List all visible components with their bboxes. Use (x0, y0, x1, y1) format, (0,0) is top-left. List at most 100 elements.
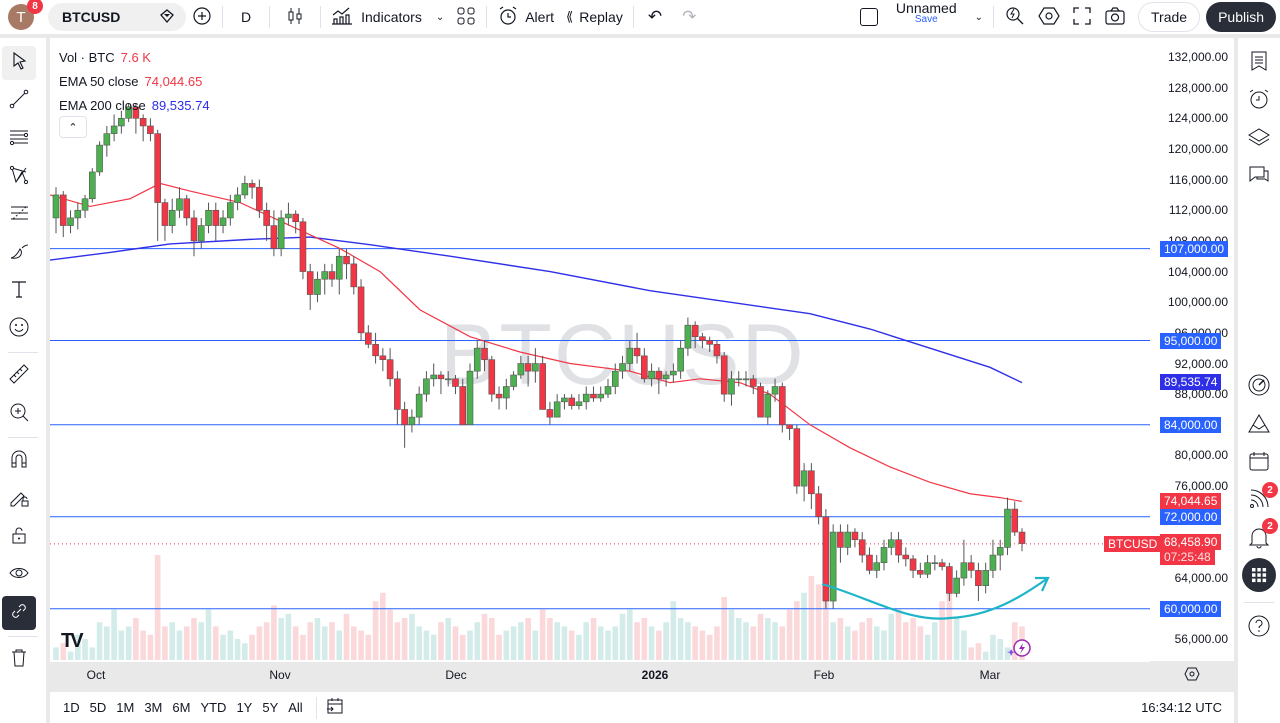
chats-button[interactable] (1238, 158, 1280, 196)
candle-body[interactable] (575, 401, 583, 406)
range-1y[interactable]: 1Y (236, 700, 253, 715)
calendar-button[interactable] (1238, 444, 1280, 482)
zoom-in-tool[interactable] (2, 397, 36, 431)
candle-body[interactable] (365, 332, 372, 345)
candle-body[interactable] (996, 547, 1004, 556)
candle-body[interactable] (539, 363, 546, 410)
candle-body[interactable] (306, 271, 314, 295)
quick-search-button[interactable] (998, 2, 1032, 32)
candle-body[interactable] (510, 374, 517, 387)
candle-body[interactable] (909, 558, 917, 571)
snapshot-button[interactable] (1098, 2, 1132, 32)
candle-body[interactable] (938, 562, 946, 567)
chart-pane[interactable]: BTCUSD Vol · BTC 7.6 K EMA 50 close 74,044… (50, 38, 1234, 682)
candle-body[interactable] (256, 186, 263, 211)
notifications-button[interactable]: 2 (1238, 518, 1280, 558)
candle-body[interactable] (234, 194, 241, 203)
measure-tool[interactable] (2, 359, 36, 393)
candle-body[interactable] (902, 554, 910, 560)
candle-body[interactable] (125, 106, 132, 119)
candle-body[interactable] (887, 539, 895, 548)
undo-button[interactable]: ↶ (638, 2, 672, 32)
news-stream-button[interactable]: 2 (1238, 482, 1280, 520)
candle-body[interactable] (110, 125, 118, 134)
candle-body[interactable] (633, 347, 641, 357)
horizontal-lines-tool[interactable] (2, 122, 36, 156)
candle-body[interactable] (118, 118, 125, 127)
candle-body[interactable] (844, 531, 851, 548)
candle-body[interactable] (713, 344, 721, 357)
range-6m[interactable]: 6M (172, 700, 191, 715)
range-ytd[interactable]: YTD (200, 700, 227, 715)
candle-body[interactable] (357, 286, 365, 334)
candle-body[interactable] (459, 386, 467, 426)
candle-body[interactable] (96, 144, 103, 173)
candle-body[interactable] (619, 363, 626, 372)
save-link[interactable]: Save (914, 14, 938, 25)
candle-body[interactable] (953, 577, 960, 594)
candle-body[interactable] (546, 409, 554, 418)
alerts-panel-button[interactable] (1238, 82, 1280, 120)
candle-body[interactable] (749, 378, 757, 387)
go-to-date-button[interactable] (325, 696, 345, 719)
help-button[interactable] (1238, 609, 1280, 647)
collapse-legend-button[interactable]: ⌃ (59, 116, 87, 138)
candle-body[interactable] (270, 225, 278, 249)
trade-button[interactable]: Trade (1138, 2, 1201, 32)
lock-all-tool[interactable] (2, 520, 36, 554)
candle-body[interactable] (139, 118, 147, 127)
layout-name-button[interactable]: Unnamed Save (884, 1, 969, 32)
range-1m[interactable]: 1M (116, 700, 135, 715)
cursor-tool[interactable] (2, 46, 36, 80)
candle-body[interactable] (808, 470, 815, 495)
candle-body[interactable] (1011, 508, 1019, 533)
diamond-icon[interactable] (158, 7, 176, 28)
candle-body[interactable] (815, 493, 822, 518)
candle-body[interactable] (662, 374, 670, 380)
candle-body[interactable] (154, 133, 161, 203)
candle-body[interactable] (590, 393, 597, 399)
link-tool[interactable] (2, 596, 36, 630)
candle-body[interactable] (190, 217, 198, 242)
candle-body[interactable] (59, 194, 67, 226)
candle-body[interactable] (314, 278, 321, 295)
tradingview-logo[interactable]: TV (61, 630, 83, 652)
candle-body[interactable] (241, 183, 249, 196)
candle-body[interactable] (197, 225, 205, 242)
ema200-legend-row[interactable]: EMA 200 close 89,535.74 (59, 94, 210, 118)
settings-button[interactable] (1032, 2, 1066, 32)
candle-body[interactable] (437, 374, 445, 380)
text-tool[interactable] (2, 274, 36, 308)
candle-body[interactable] (706, 340, 713, 345)
candle-body[interactable] (829, 531, 837, 602)
candle-body[interactable] (967, 562, 975, 571)
candle-body[interactable] (161, 202, 169, 226)
candlestick-chart[interactable] (50, 38, 1150, 660)
candle-body[interactable] (648, 370, 655, 380)
layout-select-checkbox[interactable] (854, 2, 884, 32)
candle-body[interactable] (89, 171, 96, 200)
candle-body[interactable] (227, 202, 234, 219)
candle-body[interactable] (582, 393, 590, 403)
range-1d[interactable]: 1D (63, 700, 80, 715)
compare-symbol-button[interactable] (186, 2, 218, 32)
candle-body[interactable] (720, 355, 728, 395)
fullscreen-button[interactable] (1066, 2, 1098, 32)
ema50-line[interactable] (50, 182, 1023, 503)
candle-body[interactable] (517, 363, 525, 376)
candle-body[interactable] (553, 401, 561, 418)
candle-body[interactable] (452, 378, 459, 387)
candle-body[interactable] (415, 393, 423, 418)
candle-body[interactable] (321, 271, 329, 280)
candle-body[interactable] (946, 566, 953, 594)
candle-body[interactable] (219, 217, 227, 226)
price-plot-area[interactable]: BTCUSD Vol · BTC 7.6 K EMA 50 close 74,044… (50, 38, 1162, 660)
ema50-legend-row[interactable]: EMA 50 close 74,044.65 (59, 70, 210, 94)
candle-body[interactable] (786, 424, 793, 429)
interval-button[interactable]: D (227, 2, 265, 32)
candle-body[interactable] (524, 363, 532, 372)
candle-body[interactable] (866, 554, 873, 571)
candle-body[interactable] (532, 363, 539, 372)
candle-body[interactable] (495, 393, 503, 399)
candle-body[interactable] (800, 470, 808, 487)
